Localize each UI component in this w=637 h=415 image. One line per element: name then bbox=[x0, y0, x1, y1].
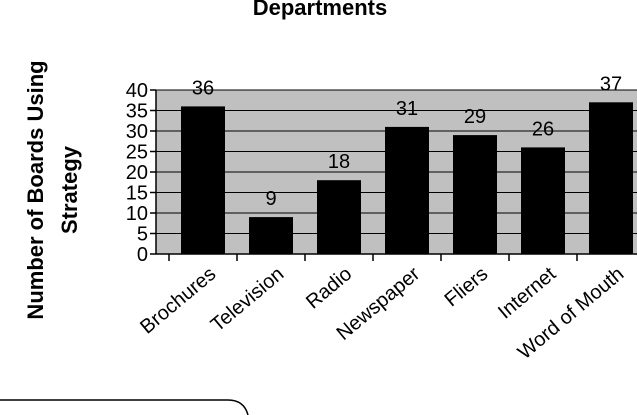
y-tick-label: 20 bbox=[126, 162, 148, 184]
x-ticks bbox=[168, 254, 578, 261]
y-tick-label: 5 bbox=[137, 224, 148, 246]
y-tick-label: 0 bbox=[137, 244, 148, 266]
y-tick-label: 30 bbox=[126, 121, 148, 143]
data-label: 18 bbox=[328, 151, 350, 173]
y-axis-label-line-2: Strategy bbox=[57, 145, 82, 234]
data-labels: 36 9 18 31 29 26 37 bbox=[192, 73, 622, 210]
category-label: Television bbox=[207, 263, 288, 336]
data-label: 37 bbox=[600, 73, 622, 95]
y-tick-label: 10 bbox=[126, 203, 148, 225]
category-label: Radio bbox=[302, 263, 356, 313]
category-label: Fliers bbox=[441, 263, 493, 311]
data-label: 26 bbox=[532, 118, 554, 140]
bar-internet bbox=[521, 147, 565, 254]
chart-title: Departments bbox=[253, 0, 387, 20]
y-tick-label: 35 bbox=[126, 101, 148, 123]
y-tick-label: 40 bbox=[126, 80, 148, 102]
callout-box bbox=[0, 399, 249, 415]
category-label: Internet bbox=[494, 263, 560, 324]
bar-newspaper bbox=[385, 126, 429, 254]
data-label: 29 bbox=[464, 106, 486, 128]
data-label: 31 bbox=[396, 98, 418, 120]
data-label: 9 bbox=[265, 188, 276, 210]
bars bbox=[181, 102, 633, 255]
data-label: 36 bbox=[192, 77, 214, 99]
bar-brochures bbox=[181, 106, 225, 255]
bar-radio bbox=[317, 180, 361, 254]
category-label: Brochures bbox=[136, 263, 220, 338]
y-tick-label: 15 bbox=[126, 183, 148, 205]
bar-word-of-mouth bbox=[589, 102, 633, 254]
y-axis-label-line-1: Number of Boards Using bbox=[23, 60, 48, 319]
bar-fliers bbox=[453, 135, 497, 254]
bar-television bbox=[249, 217, 293, 254]
y-tick-label: 25 bbox=[126, 142, 148, 164]
